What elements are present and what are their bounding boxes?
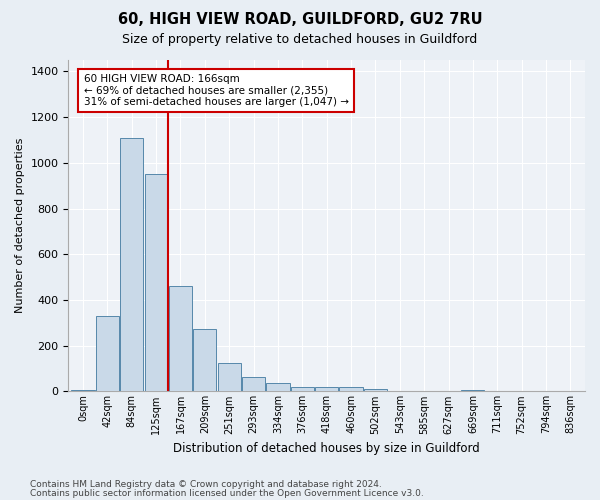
Bar <box>71 390 95 392</box>
Bar <box>266 384 290 392</box>
Bar <box>169 286 192 392</box>
Bar <box>96 316 119 392</box>
Text: Contains HM Land Registry data © Crown copyright and database right 2024.: Contains HM Land Registry data © Crown c… <box>30 480 382 489</box>
Text: 60, HIGH VIEW ROAD, GUILDFORD, GU2 7RU: 60, HIGH VIEW ROAD, GUILDFORD, GU2 7RU <box>118 12 482 28</box>
Bar <box>120 138 143 392</box>
Bar <box>291 387 314 392</box>
Y-axis label: Number of detached properties: Number of detached properties <box>15 138 25 314</box>
Bar <box>340 387 362 392</box>
X-axis label: Distribution of detached houses by size in Guildford: Distribution of detached houses by size … <box>173 442 480 455</box>
Bar <box>145 174 168 392</box>
Bar <box>364 389 387 392</box>
Bar <box>193 328 217 392</box>
Text: 60 HIGH VIEW ROAD: 166sqm
← 69% of detached houses are smaller (2,355)
31% of se: 60 HIGH VIEW ROAD: 166sqm ← 69% of detac… <box>83 74 349 107</box>
Text: Size of property relative to detached houses in Guildford: Size of property relative to detached ho… <box>122 32 478 46</box>
Bar <box>218 363 241 392</box>
Text: Contains public sector information licensed under the Open Government Licence v3: Contains public sector information licen… <box>30 488 424 498</box>
Bar <box>461 390 484 392</box>
Bar <box>242 376 265 392</box>
Bar <box>315 387 338 392</box>
